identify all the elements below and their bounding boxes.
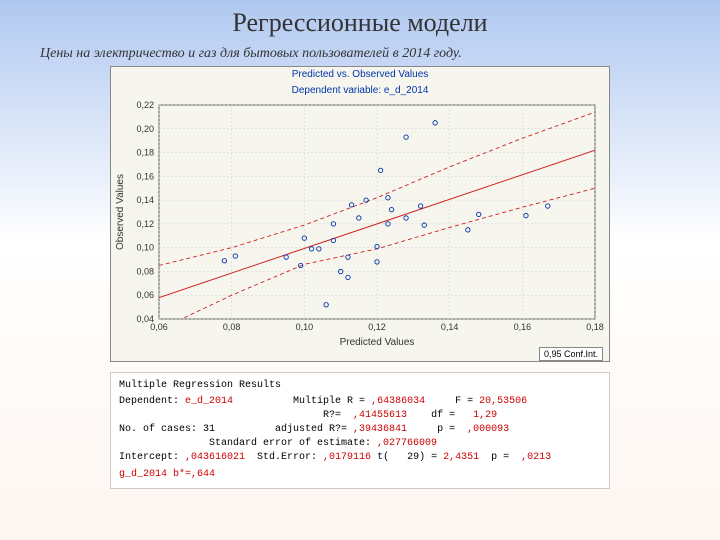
svg-text:0,06: 0,06: [136, 290, 154, 300]
scatter-chart: 0,060,080,100,120,140,160,180,040,060,08…: [111, 99, 609, 349]
stats-row-2: R?= ,41455613 df = 1,29: [119, 409, 601, 423]
svg-text:0,08: 0,08: [136, 266, 154, 276]
chart-legend: 0,95 Conf.Int.: [111, 349, 609, 361]
svg-text:0,10: 0,10: [136, 243, 154, 253]
svg-text:0,04: 0,04: [136, 314, 154, 324]
svg-text:0,12: 0,12: [368, 322, 386, 332]
scatter-chart-panel: Predicted vs. Observed Values Dependent …: [110, 66, 610, 362]
svg-text:Observed Values: Observed Values: [115, 174, 126, 250]
svg-text:0,12: 0,12: [136, 219, 154, 229]
stats-row-4: Standard error of estimate: ,027766009: [119, 437, 601, 451]
stats-header: Multiple Regression Results: [119, 379, 601, 393]
stats-row-1: Dependent: e_d_2014 Multiple R = ,643860…: [119, 395, 601, 409]
stats-row-3: No. of cases: 31 adjusted R?= ,39436841 …: [119, 423, 601, 437]
svg-text:0,14: 0,14: [136, 195, 154, 205]
svg-text:Predicted Values: Predicted Values: [340, 337, 415, 348]
stats-bstar: g_d_2014 b*=,644: [119, 468, 601, 482]
svg-text:0,14: 0,14: [441, 322, 459, 332]
regression-stats-panel: Multiple Regression Results Dependent: e…: [110, 372, 610, 489]
chart-title-2: Dependent variable: e_d_2014: [111, 83, 609, 99]
chart-title-1: Predicted vs. Observed Values: [111, 67, 609, 83]
svg-text:0,16: 0,16: [514, 322, 532, 332]
svg-text:0,08: 0,08: [223, 322, 241, 332]
svg-text:0,18: 0,18: [136, 148, 154, 158]
svg-text:0,10: 0,10: [296, 322, 314, 332]
stats-row-5: Intercept: ,043616021 Std.Error: ,017911…: [119, 451, 601, 465]
svg-text:0,20: 0,20: [136, 124, 154, 134]
page-title: Регрессионные модели: [0, 0, 720, 38]
svg-text:0,18: 0,18: [586, 322, 604, 332]
svg-text:0,16: 0,16: [136, 171, 154, 181]
page-subtitle: Цены на электричество и газ для бытовых …: [0, 38, 720, 66]
svg-text:0,22: 0,22: [136, 100, 154, 110]
